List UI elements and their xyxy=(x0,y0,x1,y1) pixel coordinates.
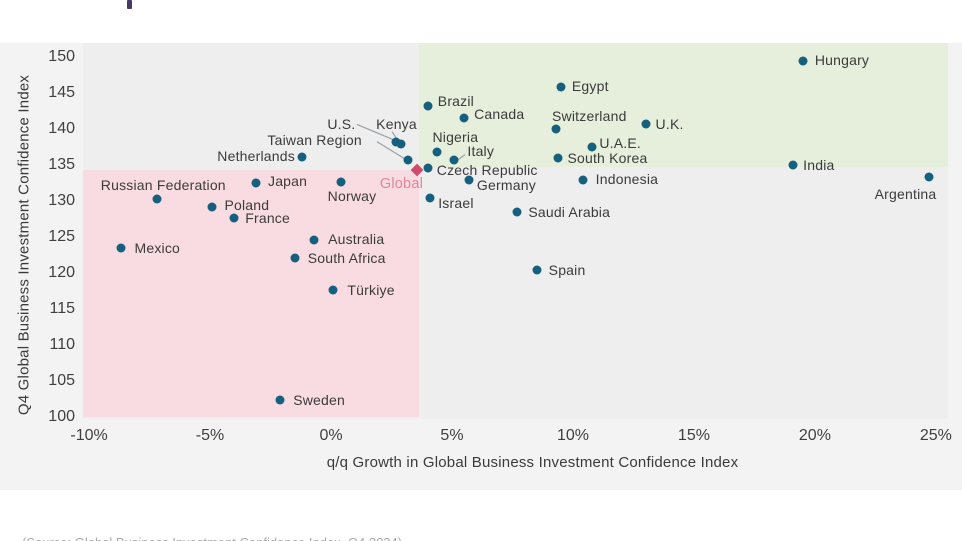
data-point-dot xyxy=(459,113,469,123)
data-point-label: Germany xyxy=(476,176,536,193)
data-point-label: Hungary xyxy=(814,52,870,68)
data-point-dot xyxy=(275,395,285,405)
data-point-dot xyxy=(449,155,459,165)
data-point-label: Mexico xyxy=(134,239,181,256)
data-point-dot xyxy=(403,155,413,165)
x-axis-title: q/q Growth in Global Business Investment… xyxy=(326,454,739,471)
data-point-dot xyxy=(924,172,934,182)
x-axis-tick-label: 25% xyxy=(919,427,952,444)
x-axis-tick-label: 15% xyxy=(677,427,710,444)
data-point-dot xyxy=(290,253,300,263)
data-point-dot xyxy=(309,235,319,245)
data-point-label: Indonesia xyxy=(595,170,659,187)
data-point-label: Czech Republic xyxy=(436,161,538,178)
data-point-label: U.K. xyxy=(655,115,684,132)
data-point-label: Egypt xyxy=(571,77,609,94)
data-point-dot xyxy=(798,56,808,66)
data-point-label: Sweden xyxy=(293,391,345,408)
data-point-dot xyxy=(551,124,561,134)
data-point-label: Canada xyxy=(474,105,525,122)
data-point-label: Nigeria xyxy=(432,129,479,146)
data-point-label: South Korea xyxy=(567,149,648,166)
y-axis-tick-label: 110 xyxy=(49,335,75,353)
data-point-label: U.S. xyxy=(327,115,356,132)
data-point-dot xyxy=(207,202,217,211)
data-point-label: Spain xyxy=(548,261,586,278)
data-point-dot xyxy=(587,142,597,152)
quadrant-upper-right xyxy=(419,43,948,167)
data-point-dot xyxy=(297,152,307,162)
y-axis-tick-label: 100 xyxy=(48,407,75,425)
x-axis-tick-label: -10% xyxy=(70,427,108,444)
data-point-label: Netherlands xyxy=(217,147,295,164)
x-axis-tick-label: 20% xyxy=(798,427,831,444)
data-point-dot xyxy=(423,101,433,111)
data-point-label: Kenya xyxy=(376,115,417,132)
y-axis-tick-label: 140 xyxy=(48,119,75,137)
plot-area: Mexico Russian Federation Poland France Japa… xyxy=(83,43,948,419)
data-point-dot xyxy=(251,178,261,188)
data-point-label: Brazil xyxy=(437,92,474,109)
data-point-dot xyxy=(464,175,474,185)
data-point-dot xyxy=(788,160,798,170)
data-point-label: Türkiye xyxy=(347,282,395,299)
quadrant-lower-left xyxy=(83,170,420,417)
data-point-dot xyxy=(116,243,125,253)
chart-figure: Mexico Russian Federation Poland France Japa… xyxy=(0,43,962,490)
data-point-label: France xyxy=(245,210,290,227)
x-axis-tick-label: 5% xyxy=(440,427,464,444)
cropped-caption: (Source: Global Business Investment Conf… xyxy=(22,535,452,541)
data-point-label: Saudi Arabia xyxy=(528,203,611,220)
data-point-dot xyxy=(328,285,338,295)
data-point-label: Russian Federation xyxy=(100,176,226,193)
data-point-dot xyxy=(641,119,651,129)
data-point-dot xyxy=(512,207,522,217)
global-label: Global xyxy=(379,175,424,192)
data-point-label: South Africa xyxy=(307,249,386,266)
cropped-caption-text: (Source: Global Business Investment Conf… xyxy=(22,535,452,541)
y-axis-tick-label: 135 xyxy=(48,155,75,173)
x-axis-tick-label: 0% xyxy=(319,427,343,444)
y-axis-tick-label: 115 xyxy=(49,299,75,317)
cropped-title-mark xyxy=(127,0,132,9)
x-axis-tick-label: -5% xyxy=(195,427,225,444)
data-point-dot xyxy=(423,163,433,173)
data-point-dot xyxy=(229,213,239,223)
y-axis-tick-label: 130 xyxy=(48,191,75,209)
data-point-label: Norway xyxy=(327,188,377,205)
data-point-dot xyxy=(152,194,162,204)
y-axis-tick-label: 125 xyxy=(48,227,75,245)
y-axis-tick-label: 145 xyxy=(48,83,75,101)
data-point-dot xyxy=(396,139,406,149)
data-point-dot xyxy=(432,147,442,157)
data-point-dot xyxy=(556,82,566,92)
y-axis-tick-label: 150 xyxy=(48,47,75,65)
data-point-dot xyxy=(553,153,563,163)
data-point-dot xyxy=(336,177,346,187)
data-point-dot xyxy=(425,193,435,203)
data-point-label: Israel xyxy=(438,194,474,211)
y-axis-tick-label: 105 xyxy=(48,371,75,389)
data-point-label: Switzerland xyxy=(552,107,627,124)
data-point-label: Australia xyxy=(328,230,385,247)
x-axis-tick-label: 10% xyxy=(556,427,589,444)
data-point-label: India xyxy=(803,156,835,173)
data-point-label: Argentina xyxy=(874,185,937,202)
data-point-label: Italy xyxy=(467,143,495,160)
data-point-label: Japan xyxy=(268,173,308,190)
y-axis-tick-label: 120 xyxy=(48,263,75,281)
data-point-dot xyxy=(578,175,588,185)
data-point-label: Poland xyxy=(224,196,270,213)
data-point-label: U.A.E. xyxy=(599,134,641,151)
data-point-label: Taiwan Region xyxy=(267,132,362,149)
data-point-dot xyxy=(532,265,542,275)
